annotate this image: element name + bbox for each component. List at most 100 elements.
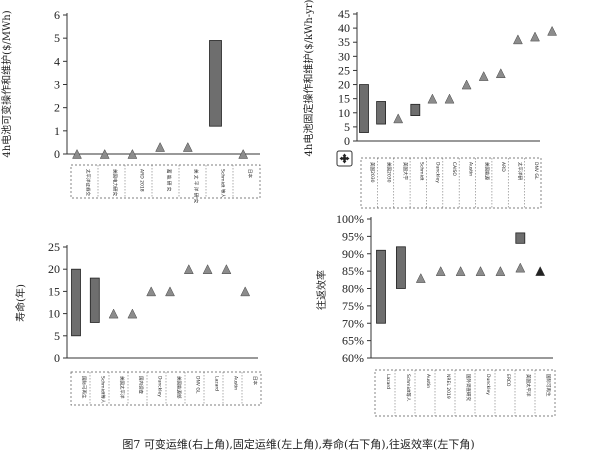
y-axis-label: 往返效率 <box>315 270 328 310</box>
range-bar <box>71 268 81 337</box>
category-box <box>374 369 556 417</box>
y-tick-label: 25 <box>338 63 350 77</box>
value-marker <box>455 266 466 276</box>
value-marker <box>72 148 82 159</box>
range-bar <box>89 277 100 323</box>
y-tick-label: 85% <box>342 264 364 278</box>
category-label: 美国2030 <box>386 162 393 183</box>
category-label: Schmidt等人 <box>100 376 107 404</box>
category-label: 美 太 平 洋 研 究 <box>193 169 200 204</box>
y-axis-label: 4h电池可变操作和维护($/MWh) <box>0 10 13 157</box>
category-box <box>360 157 542 209</box>
value-marker <box>515 262 526 273</box>
value-marker <box>183 264 194 274</box>
y-tick-label: 0 <box>54 147 60 161</box>
y-tick-label: 90% <box>342 247 364 261</box>
value-marker <box>427 93 438 104</box>
value-marker <box>99 148 110 159</box>
y-tick-label: 0 <box>54 351 60 365</box>
category-box <box>70 164 261 199</box>
y-axis-label: 4h电池固定操作和维护($/kWh-yr) <box>302 0 315 156</box>
y-tick-label: 95% <box>342 229 364 243</box>
category-label: Dunckley <box>157 376 163 397</box>
range-bar <box>376 249 386 324</box>
category-label: 日本 <box>247 169 254 178</box>
y-tick-label: 15 <box>48 284 60 298</box>
y-tick-label: 75% <box>342 299 364 313</box>
value-marker <box>478 71 489 81</box>
y-tick-label: 2 <box>54 101 60 115</box>
y-tick-label: 10 <box>48 307 60 321</box>
category-label: NREL 2019 <box>445 374 451 399</box>
value-marker <box>415 273 426 283</box>
category-label: 太平洋证券交 <box>85 169 92 196</box>
category-label: 国内调查 <box>138 376 145 394</box>
value-marker <box>240 286 251 297</box>
category-label: 美国电力研究 <box>112 169 119 196</box>
value-marker <box>535 266 546 276</box>
y-tick-label: 25 <box>48 240 60 254</box>
range-bar <box>209 40 222 127</box>
value-marker <box>221 264 232 274</box>
panel-lifetime: 0 5 10 15 20 25 寿命(年) 国际可再生 Schmidt等人 美国太平洋 国内调查 Du… <box>14 240 262 406</box>
value-marker <box>127 148 138 159</box>
category-label: 太平洋研 <box>516 162 523 180</box>
category-label: ARD <box>500 162 506 172</box>
y-tick-label: 70% <box>342 316 364 330</box>
y-tick-label: 10 <box>338 106 350 120</box>
category-label: 美国2030 <box>369 162 376 183</box>
category-label: ARD 2018 <box>139 169 145 192</box>
category-label: Lazard <box>214 376 220 391</box>
category-label: Dunckley <box>485 374 491 395</box>
range-bar <box>395 246 406 289</box>
category-label: Austin <box>233 376 239 390</box>
category-label: DNV GL <box>195 376 201 394</box>
y-tick-label: 45 <box>338 7 350 21</box>
value-marker <box>108 308 119 319</box>
y-tick-label: 5 <box>54 329 60 343</box>
category-label: 美国太平洋 <box>525 374 532 397</box>
y-tick-label: 20 <box>338 78 350 92</box>
value-marker <box>182 141 193 152</box>
category-label: 美国大学 <box>402 162 409 180</box>
y-tick-label: 6 <box>54 8 60 22</box>
y-tick-label: 65% <box>342 334 364 348</box>
category-label: 美国太平洋 <box>119 376 126 399</box>
y-tick-label: 80% <box>342 282 364 296</box>
category-label: ERCO <box>505 374 511 387</box>
value-marker <box>547 25 558 36</box>
range-bar <box>410 103 421 117</box>
figure-caption: 图7 可变运维(右上角),固定运维(左上角),寿命(右下角),往返效率(左下角) <box>122 438 475 451</box>
y-tick-label: 60% <box>342 351 364 365</box>
category-label: DNV GL <box>533 162 539 180</box>
value-marker <box>530 31 540 42</box>
y-tick-label: 3 <box>54 78 60 92</box>
category-label: Schmidt 等人 <box>220 169 227 198</box>
category-label: Austin <box>425 374 431 388</box>
panel-variable-om: 0 1 2 3 4 5 6 4h电池可变操作和维护($/MWh) 太平洋证券交 美国电力研究 ARD… <box>0 8 261 204</box>
y-tick-label: 40 <box>338 21 350 35</box>
y-tick-label: 35 <box>338 35 350 49</box>
panel-round-trip-efficiency: 60% 65% 70% 75% 80% 85% 90% 95% 100% 往返效率 Lazard Sc… <box>315 212 556 417</box>
value-marker <box>202 264 213 274</box>
y-axis-label: 寿命(年) <box>14 284 27 322</box>
move-handle-bar-h <box>341 157 348 160</box>
category-label: 国际可再生 <box>81 376 88 399</box>
y-tick-label: 20 <box>48 262 60 276</box>
value-marker <box>495 266 506 276</box>
category-label: Schmidt等人 <box>405 374 412 402</box>
value-marker <box>393 113 404 124</box>
y-tick-label: 5 <box>344 120 350 134</box>
y-tick-label: 15 <box>338 92 350 106</box>
y-tick-label: 1 <box>54 124 60 138</box>
category-label: 日本 <box>252 376 259 385</box>
value-marker <box>435 266 446 276</box>
y-tick-label: 100% <box>336 212 364 226</box>
value-marker <box>165 286 175 297</box>
category-label: 蓄 能 研 究 <box>166 169 173 192</box>
move-handle-icon[interactable] <box>336 150 353 167</box>
category-label: 美国能源 <box>484 162 491 180</box>
category-label: CAISO <box>451 162 457 176</box>
